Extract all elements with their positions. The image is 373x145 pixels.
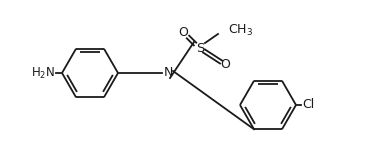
- Text: Cl: Cl: [302, 98, 314, 112]
- Text: S: S: [196, 41, 204, 55]
- Text: CH$_3$: CH$_3$: [228, 22, 253, 38]
- Text: H$_2$N: H$_2$N: [31, 65, 55, 81]
- Text: O: O: [220, 58, 230, 71]
- Text: O: O: [178, 27, 188, 39]
- Text: N: N: [163, 67, 173, 79]
